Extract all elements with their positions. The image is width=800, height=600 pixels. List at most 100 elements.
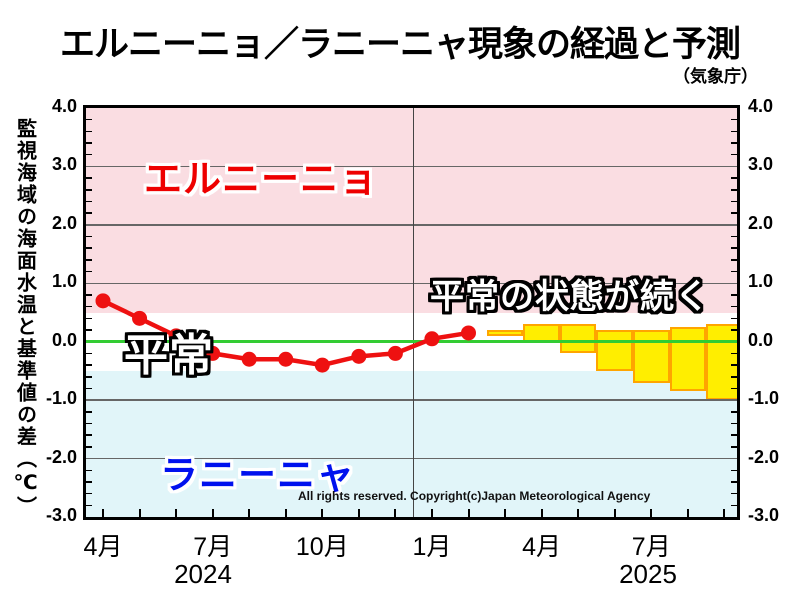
y-minor-tick [86,376,92,378]
observed-point [168,328,184,344]
y-minor-tick [731,387,737,390]
band-0 [86,108,737,313]
y-tick-label-right: -3.0 [748,505,780,525]
y-minor-tick [86,305,92,308]
forecast-box [669,327,707,392]
y-minor-tick [731,200,737,203]
y-minor-tick [731,446,737,448]
y-minor-tick [86,294,92,296]
y-minor-tick [731,364,737,366]
elnino-label: エルニーニョ [144,159,379,201]
title-source: （気象庁） [673,67,758,86]
x-tick-label: 7月 [631,533,671,561]
y-tick-label-right: 4.0 [748,96,774,116]
normal-label: 平常 [124,331,214,380]
copyright-text: All rights reserved. Copyright(c)Japan M… [298,489,651,503]
y-minor-tick [731,481,737,483]
month-tick [284,509,287,517]
y-minor-tick [731,270,737,273]
y-minor-tick [86,434,92,436]
month-tick [686,509,689,517]
month-tick [467,509,470,517]
month-tick [175,509,178,517]
month-tick [394,509,397,517]
y-minor-tick [86,481,92,483]
observed-point [461,325,476,341]
y-minor-tick [86,446,92,448]
gridline [86,399,737,401]
y-tick-label-left: 2.0 [51,212,77,233]
y-minor-tick [731,142,737,144]
y-minor-tick [731,259,737,261]
month-tick [138,509,141,517]
y-minor-tick [731,294,737,296]
observed-point [424,331,440,347]
y-tick-label-right: -1.0 [748,388,780,409]
y-minor-tick [731,212,737,214]
y-minor-tick [86,212,92,214]
y-minor-tick [731,153,737,156]
y-minor-tick [731,177,737,179]
band-2 [86,370,737,517]
month-tick [248,509,251,517]
gridline [86,165,737,168]
y-minor-tick [86,422,92,425]
observed-point [132,310,148,326]
month-tick [540,509,543,517]
y-minor-tick [731,317,737,320]
zero-line [86,340,737,344]
y-tick-label-left: 1.0 [51,271,77,292]
forecast-box [706,324,737,401]
y-minor-tick [731,411,737,413]
plot-area: エルニーニョ 平常 ラニーニャ 平常の状態が続く All rights reserved… [86,108,737,517]
observed-point [351,348,367,364]
y-minor-tick [86,364,92,366]
y-minor-tick [86,189,92,191]
y-minor-tick [731,247,737,249]
month-tick [613,509,616,517]
x-tick-label: 1月 [412,533,452,561]
gridline [86,282,737,285]
y-minor-tick [86,259,92,261]
y-minor-tick [731,352,737,355]
x-tick-label: 4月 [83,533,123,561]
observed-point [314,357,330,373]
month-tick [430,509,433,517]
y-minor-tick [731,235,737,238]
y-minor-tick [86,352,92,355]
y-minor-tick [86,270,92,273]
gridline [86,457,737,460]
y-minor-tick [731,434,737,436]
month-tick [357,509,360,517]
observed-point [278,351,294,367]
observed-point [205,345,221,361]
y-tick-label-left: 3.0 [51,154,77,175]
y-tick-label-right: 3.0 [748,154,774,175]
year-label: 2025 [619,559,677,589]
y-minor-tick [86,317,92,320]
y-minor-tick [86,504,92,507]
month-tick [102,509,104,517]
y-minor-tick [86,177,92,179]
month-tick [650,509,653,517]
y-minor-tick [86,153,92,156]
year-label: 2024 [174,559,232,589]
gridline [86,224,737,226]
month-tick [321,509,324,517]
chart-frame: エルニーニョ 平常 ラニーニャ 平常の状態が続く All rights reserved… [46,96,779,589]
x-tick-label: 4月 [522,533,562,561]
forecast-box [559,324,597,354]
y-tick-label-left: 0.0 [51,329,77,350]
y-minor-tick [86,469,92,471]
y-minor-tick [86,411,92,413]
y-minor-tick [731,130,737,133]
y-tick-label-right: 0.0 [748,329,774,350]
y-minor-tick [731,376,737,378]
y-minor-tick [86,142,92,144]
forecast-box [632,330,670,383]
observed-point [241,351,257,367]
y-tick-label-right: 2.0 [748,212,774,233]
y-minor-tick [86,387,92,390]
page-title: エルニーニョ／ラニーニャ現象の経過と予測 [59,25,741,64]
y-minor-tick [86,130,92,133]
